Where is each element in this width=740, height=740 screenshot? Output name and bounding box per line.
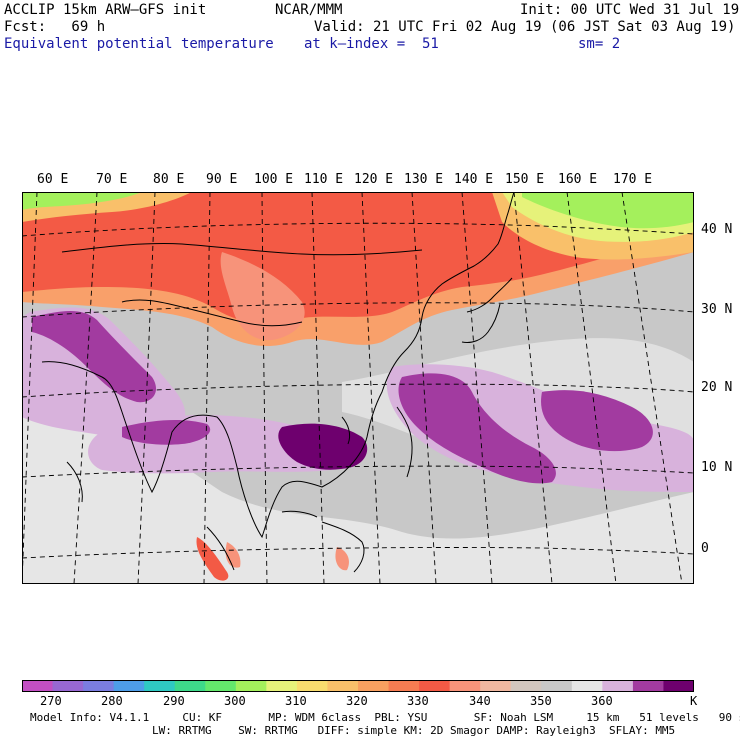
colorbar-frame xyxy=(22,680,694,692)
lon-label-120e: 120 E xyxy=(354,172,394,187)
colorbar-cell xyxy=(327,680,359,692)
north-west-green-patch xyxy=(22,192,142,210)
colorbar-cell xyxy=(480,680,512,692)
colorbar-cell xyxy=(632,680,664,692)
lon-label-60e: 60 E xyxy=(37,172,69,187)
colorbar-cell xyxy=(22,680,54,692)
colorbar-cell xyxy=(419,680,451,692)
organization-label: NCAR/MMM xyxy=(275,2,343,18)
lat-label-20n: 20 N xyxy=(701,380,733,395)
map-frame xyxy=(22,192,694,584)
valid-time: Valid: 21 UTC Fri 02 Aug 19 (06 JST Sat … xyxy=(314,19,736,35)
colorbar-cell xyxy=(388,680,420,692)
borneo-warm-spot xyxy=(335,547,349,571)
colorbar-cell xyxy=(296,680,328,692)
lon-label-140e: 140 E xyxy=(454,172,494,187)
colorbar-label-320: 320 xyxy=(346,694,368,708)
lon-label-90e: 90 E xyxy=(206,172,238,187)
init-time: Init: 00 UTC Wed 31 Jul 19 xyxy=(520,2,740,18)
colorbar-label-290: 290 xyxy=(163,694,185,708)
level-label: at k–index = 51 xyxy=(304,36,439,52)
bay-purple xyxy=(122,420,211,445)
colorbar-label-280: 280 xyxy=(101,694,123,708)
colorbar-label-310: 310 xyxy=(285,694,307,708)
model-title: ACCLIP 15km ARW–GFS init xyxy=(4,2,207,18)
lon-label-160e: 160 E xyxy=(558,172,598,187)
colorbar-label-330: 330 xyxy=(407,694,429,708)
model-info-line1: Model Info: V4.1.1 CU: KF MP: WDM 6class… xyxy=(30,711,740,724)
colorbar-label-340: 340 xyxy=(469,694,491,708)
smoothing-label: sm= 2 xyxy=(578,36,621,52)
lon-label-80e: 80 E xyxy=(153,172,185,187)
monsoon-purple-west xyxy=(32,311,157,403)
colorbar-label-360: 360 xyxy=(591,694,613,708)
lon-label-70e: 70 E xyxy=(96,172,128,187)
colorbar-cell xyxy=(663,680,694,692)
tropical-light-region xyxy=(22,402,694,584)
colorbar-cell xyxy=(235,680,267,692)
malaysia-warm-spot xyxy=(225,542,241,568)
lon-label-130e: 130 E xyxy=(404,172,444,187)
model-info-line2: LW: RRTMG SW: RRTMG DIFF: simple KM: 2D … xyxy=(152,724,676,737)
north-east-green-patch xyxy=(522,192,694,229)
colorbar-unit: K xyxy=(690,694,698,708)
indochina-deep-purple xyxy=(278,423,368,470)
colorbar-label-300: 300 xyxy=(224,694,246,708)
colorbar-cell xyxy=(205,680,237,692)
colorbar-cell xyxy=(571,680,603,692)
lon-label-110e: 110 E xyxy=(304,172,344,187)
sumatra-warm-spot xyxy=(196,537,229,581)
colorbar-cell xyxy=(510,680,542,692)
lon-label-170e: 170 E xyxy=(613,172,653,187)
coastlines xyxy=(41,192,515,573)
theta-e-map xyxy=(22,192,694,584)
colorbar-cell xyxy=(541,680,573,692)
colorbar xyxy=(22,680,694,692)
pacific-purple-west xyxy=(398,373,556,484)
lat-lon-grid xyxy=(22,192,694,584)
lat-label-40n: 40 N xyxy=(701,222,733,237)
colorbar-cell xyxy=(358,680,390,692)
colorbar-cell xyxy=(52,680,84,692)
colorbar-cell xyxy=(266,680,298,692)
tibet-orange-patch xyxy=(220,252,305,341)
lat-label-30n: 30 N xyxy=(701,302,733,317)
field-name: Equivalent potential temperature xyxy=(4,36,274,52)
forecast-hour: Fcst: 69 h xyxy=(4,19,106,35)
colorbar-cell xyxy=(83,680,115,692)
colorbar-cell xyxy=(602,680,634,692)
lat-label-0: 0 xyxy=(701,541,709,556)
colorbar-cell xyxy=(449,680,481,692)
colorbar-label-350: 350 xyxy=(530,694,552,708)
colorbar-label-270: 270 xyxy=(40,694,62,708)
colorbar-cell xyxy=(113,680,145,692)
lat-label-10n: 10 N xyxy=(701,460,733,475)
pacific-purple-east xyxy=(541,390,653,452)
lon-label-100e: 100 E xyxy=(254,172,294,187)
lon-label-150e: 150 E xyxy=(505,172,545,187)
colorbar-cell xyxy=(174,680,206,692)
colorbar-cell xyxy=(144,680,176,692)
